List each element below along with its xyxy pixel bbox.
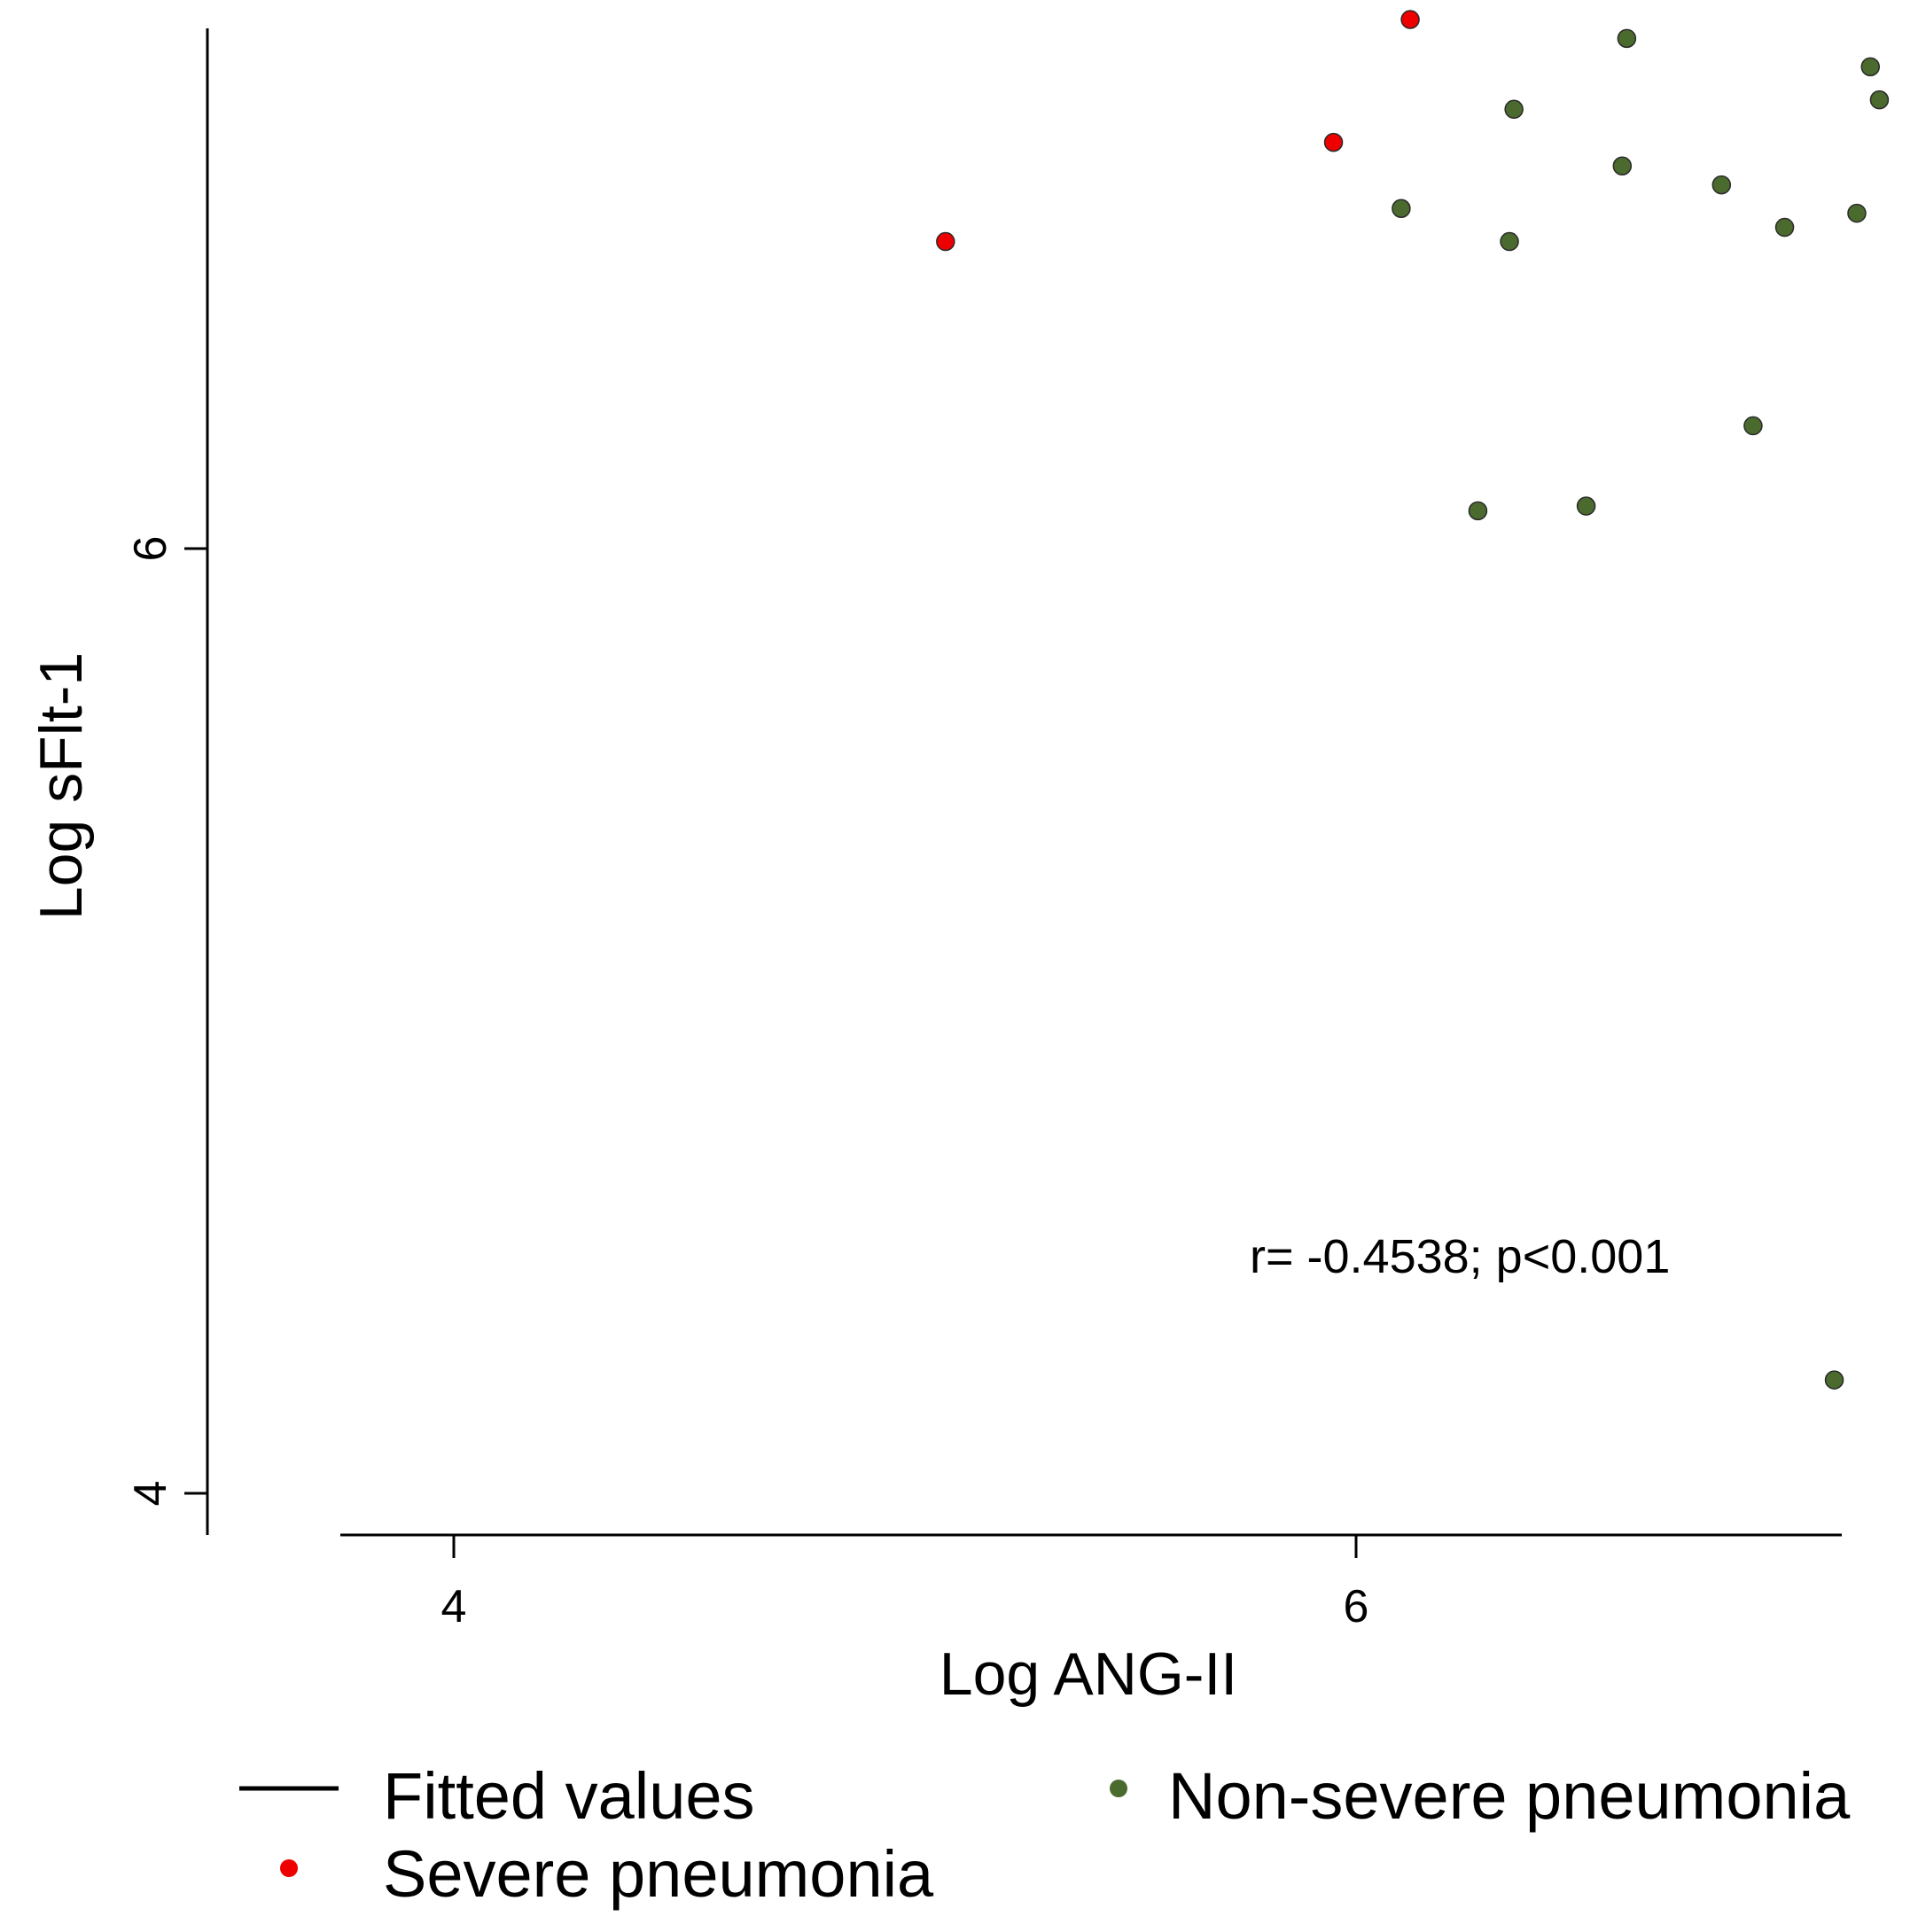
nonsevere-point (1743, 416, 1763, 436)
nonsevere-point (1774, 217, 1795, 238)
fitted-values-line (327, 0, 1918, 246)
legend-fitted-label: Fitted values (383, 1759, 755, 1833)
nonsevere-point (1860, 57, 1881, 77)
severe-point (1400, 10, 1420, 29)
y-axis-title: Log sFlt-1 (27, 652, 95, 920)
correlation-annotation: r= -0.4538; p<0.001 (1250, 1230, 1670, 1283)
y-tick-label: 6 (125, 536, 176, 562)
legend-severe-swatch (280, 1859, 298, 1877)
nonsevere-point (1576, 496, 1596, 516)
nonsevere-point (1847, 203, 1867, 223)
nonsevere-point (1500, 231, 1519, 252)
nonsevere-point (1392, 199, 1411, 218)
nonsevere-point (1612, 156, 1633, 176)
legend: Fitted values Non-severe pneumonia Sever… (239, 1759, 1851, 1911)
nonsevere-point (1617, 28, 1637, 49)
data-points (936, 10, 1890, 1390)
y-tick-label: 4 (125, 1481, 176, 1507)
x-tick-label: 6 (1344, 1581, 1369, 1632)
nonsevere-point (1504, 99, 1524, 120)
nonsevere-point (1869, 90, 1890, 110)
severe-point (936, 231, 955, 252)
legend-nonsevere-swatch (1110, 1780, 1127, 1797)
nonsevere-point (1468, 501, 1488, 521)
legend-nonsevere-label: Non-severe pneumonia (1168, 1759, 1851, 1833)
x-ticks: 46810 (441, 1535, 1369, 1632)
legend-severe-label: Severe pneumonia (383, 1837, 934, 1911)
x-tick-label: 4 (441, 1581, 467, 1632)
y-ticks: 46810 (125, 536, 207, 1507)
nonsevere-point (1711, 175, 1732, 195)
severe-point (1323, 132, 1344, 152)
nonsevere-point (1824, 1370, 1844, 1390)
x-axis-title: Log ANG-II (940, 1640, 1237, 1708)
